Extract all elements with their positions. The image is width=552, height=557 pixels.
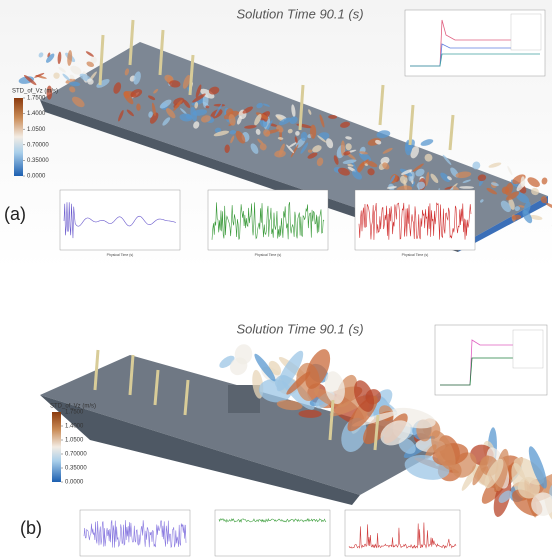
colorbar-tick-label: 1.0500 bbox=[27, 127, 46, 133]
colorbar-tick-label: 0.0000 bbox=[65, 480, 84, 486]
colorbar-tick-label: 1.7500 bbox=[65, 410, 84, 416]
x-axis-label: Physical Time (s) bbox=[107, 253, 134, 257]
inset-legend bbox=[511, 14, 541, 50]
plot-frame bbox=[215, 510, 330, 556]
x-axis-label: Physical Time (s) bbox=[402, 253, 429, 257]
colorbar-tick-label: 1.7500 bbox=[27, 96, 46, 102]
x-axis-label: Physical Time (s) bbox=[255, 253, 282, 257]
solution-time-title: Solution Time 90.1 (s) bbox=[236, 321, 363, 336]
colorbar-tick-label: 1.0500 bbox=[65, 438, 84, 444]
time-series-plots: Physical Time (s) Physical Time (s) Physic… bbox=[60, 190, 475, 257]
colorbar-tick-label: 1.4000 bbox=[65, 424, 84, 430]
solution-time-title: Solution Time 90.1 (s) bbox=[236, 6, 363, 21]
colorbar bbox=[52, 412, 61, 482]
colorbar-tick-label: 0.0000 bbox=[27, 174, 46, 180]
plot-frame bbox=[60, 190, 180, 250]
plot-frame bbox=[345, 510, 460, 556]
colorbar-tick-label: 0.70000 bbox=[65, 452, 87, 458]
colorbar-tick-label: 1.4000 bbox=[27, 111, 46, 117]
plot-frame bbox=[208, 190, 328, 250]
figure: Solution Time 90.1 (s) STD_of_Vz (m/s) 1… bbox=[0, 0, 552, 557]
plot-frame bbox=[80, 510, 190, 556]
panel-label: (a) bbox=[4, 204, 26, 224]
time-series-plots bbox=[80, 510, 460, 556]
colorbar-label: STD_of_Vz (m/s) bbox=[12, 89, 58, 95]
colorbar-tick-label: 0.35000 bbox=[65, 466, 87, 472]
colorbar bbox=[14, 98, 23, 176]
colorbar-tick-label: 0.35000 bbox=[27, 158, 49, 164]
colorbar-tick-label: 0.70000 bbox=[27, 142, 49, 148]
plot-frame bbox=[355, 190, 475, 250]
panel-label: (b) bbox=[20, 518, 42, 538]
inset-legend bbox=[513, 330, 543, 368]
